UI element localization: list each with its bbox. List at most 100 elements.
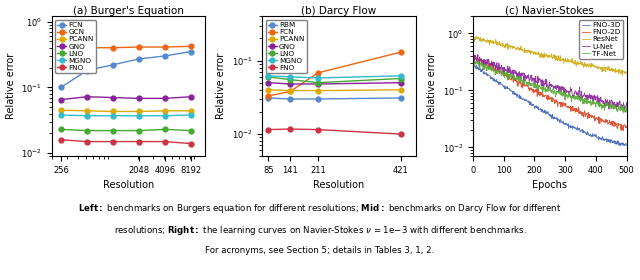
FNO <box>57 138 65 141</box>
FNO <box>83 140 91 143</box>
LNO <box>264 75 272 79</box>
FNO-3D <box>470 62 477 66</box>
GNO <box>83 95 91 98</box>
Line: FCN: FCN <box>58 49 193 90</box>
MGNO <box>135 114 143 117</box>
FNO-3D <box>553 116 561 120</box>
FNO-2D <box>561 102 568 105</box>
MGNO <box>187 113 195 117</box>
Line: RBM: RBM <box>266 95 403 101</box>
FNO-2D <box>619 125 627 129</box>
MGNO <box>161 114 169 117</box>
GCN <box>109 46 116 49</box>
Text: resolutions; $\mathbf{Right:}$ the learning curves on Navier-Stokes $\nu$ = 1e$-: resolutions; $\mathbf{Right:}$ the learn… <box>113 224 527 237</box>
FNO <box>161 140 169 143</box>
Line: U-Net: U-Net <box>474 55 627 110</box>
FNO-2D <box>543 95 551 99</box>
FNO-2D <box>552 100 560 103</box>
MGNO <box>109 114 116 117</box>
FNO-2D <box>620 129 627 132</box>
LNO <box>314 81 322 84</box>
U-Net <box>543 84 551 87</box>
Legend: RBM, FCN, PCANN, GNO, LNO, MGNO, FNO: RBM, FCN, PCANN, GNO, LNO, MGNO, FNO <box>266 20 307 73</box>
MGNO <box>397 74 404 78</box>
X-axis label: Resolution: Resolution <box>314 180 365 190</box>
PCANN <box>135 110 143 113</box>
Line: FNO: FNO <box>58 137 193 146</box>
FCN <box>83 69 91 72</box>
Text: $\mathbf{Left:}$ benchmarks on Burgers equation for different resolutions; $\mat: $\mathbf{Left:}$ benchmarks on Burgers e… <box>78 202 562 214</box>
PCANN <box>83 109 91 113</box>
FNO-3D <box>623 144 630 148</box>
Line: GCN: GCN <box>58 44 193 52</box>
TF-Net <box>561 96 569 99</box>
FNO-2D <box>542 93 550 97</box>
MGNO <box>287 75 294 79</box>
Line: MGNO: MGNO <box>266 73 403 80</box>
FNO <box>109 140 116 143</box>
U-Net <box>553 88 561 91</box>
PCANN <box>397 88 404 92</box>
GNO <box>264 81 272 84</box>
Title: (c) Navier-Stokes: (c) Navier-Stokes <box>506 6 595 16</box>
MGNO <box>83 114 91 117</box>
FNO-3D <box>543 111 551 114</box>
U-Net <box>543 85 550 89</box>
GCN <box>187 45 195 48</box>
GNO <box>135 97 143 100</box>
ResNet <box>595 66 603 69</box>
FCN <box>397 50 404 54</box>
GNO <box>397 81 404 84</box>
FNO-2D <box>470 50 477 53</box>
LNO <box>109 129 116 132</box>
FCN <box>135 57 143 61</box>
FCN <box>287 90 294 93</box>
U-Net <box>595 97 603 101</box>
GCN <box>57 48 65 51</box>
LNO <box>57 128 65 131</box>
FNO-3D <box>561 122 569 125</box>
ResNet <box>470 37 477 41</box>
FNO-3D <box>470 65 477 68</box>
U-Net <box>620 101 627 104</box>
TF-Net <box>620 106 627 109</box>
FNO <box>397 132 404 136</box>
FNO-2D <box>623 126 630 129</box>
FNO <box>287 127 294 131</box>
FNO <box>187 142 195 145</box>
U-Net <box>623 101 630 104</box>
Line: FNO-3D: FNO-3D <box>474 64 627 146</box>
FNO <box>264 128 272 131</box>
TF-Net <box>623 110 630 113</box>
FNO-3D <box>616 144 624 148</box>
TF-Net <box>620 111 627 115</box>
FCN <box>109 63 116 66</box>
PCANN <box>287 89 294 92</box>
TF-Net <box>470 62 477 65</box>
PCANN <box>109 110 116 113</box>
Line: PCANN: PCANN <box>266 87 403 93</box>
U-Net <box>561 92 569 96</box>
Line: MGNO: MGNO <box>58 113 193 118</box>
LNO <box>161 128 169 131</box>
PCANN <box>161 109 169 113</box>
FNO-3D <box>620 141 627 145</box>
U-Net <box>619 108 627 112</box>
Title: (b) Darcy Flow: (b) Darcy Flow <box>301 6 377 16</box>
RBM <box>314 97 322 101</box>
RBM <box>397 96 404 100</box>
ResNet <box>623 71 630 74</box>
LNO <box>83 129 91 132</box>
ResNet <box>470 34 477 38</box>
Line: FNO: FNO <box>266 127 403 136</box>
Legend: FNO-3D, FNO-2D, ResNet, U-Net, TF-Net: FNO-3D, FNO-2D, ResNet, U-Net, TF-Net <box>579 20 623 59</box>
FCN <box>161 54 169 58</box>
FCN <box>57 86 65 89</box>
LNO <box>187 129 195 132</box>
ResNet <box>553 55 561 58</box>
Line: ResNet: ResNet <box>474 36 627 75</box>
FCN <box>187 50 195 53</box>
FNO-3D <box>543 112 550 115</box>
FNO <box>314 128 322 131</box>
FCN <box>264 94 272 98</box>
